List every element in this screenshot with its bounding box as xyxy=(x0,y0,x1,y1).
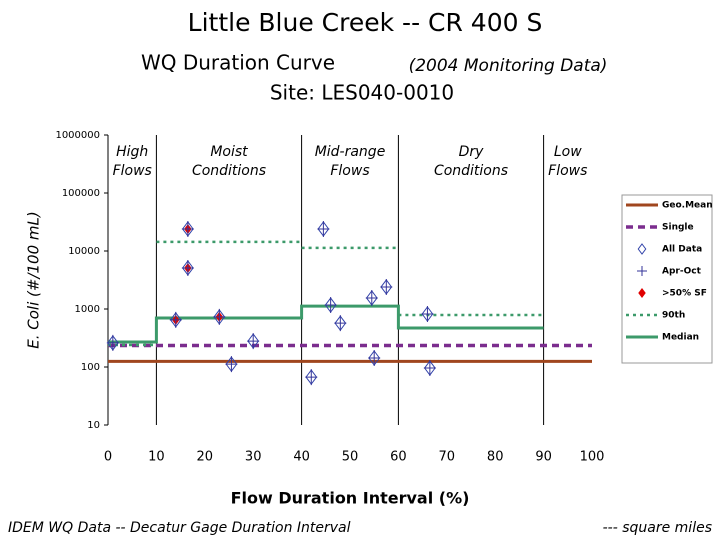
series-line xyxy=(108,304,544,344)
x-tick-label: 50 xyxy=(342,450,359,465)
x-axis-title: Flow Duration Interval (%) xyxy=(231,489,470,508)
data-cross xyxy=(423,360,436,377)
x-tick-label: 30 xyxy=(245,450,262,465)
zone-label: Flows xyxy=(113,163,152,179)
data-cross xyxy=(213,308,226,325)
x-tick-label: 100 xyxy=(580,450,605,465)
legend-label: >50% SF xyxy=(662,289,707,299)
data-cross xyxy=(106,334,119,351)
series-line xyxy=(108,240,544,347)
zone-label: Moist xyxy=(210,144,248,160)
data-cross xyxy=(247,333,260,350)
legend-label: 90th xyxy=(662,311,685,321)
data-cross xyxy=(305,369,318,386)
y-tick-label: 10 xyxy=(87,420,100,431)
footer-right: --- square miles xyxy=(603,520,712,536)
zone-label: Low xyxy=(554,144,582,160)
data-cross xyxy=(181,220,194,237)
y-tick-label: 1000000 xyxy=(55,130,100,141)
legend-symbol xyxy=(637,243,647,255)
legend-label: Median xyxy=(662,333,699,343)
zone-label: Conditions xyxy=(192,163,266,179)
zone-label: Mid-range xyxy=(315,144,386,160)
legend-label: All Data xyxy=(662,245,702,255)
x-tick-label: 20 xyxy=(197,450,214,465)
data-cross xyxy=(365,289,378,306)
legend-symbol xyxy=(637,266,647,276)
y-axis-title: E. Coli (#/100 mL) xyxy=(25,211,43,348)
chart-subtitle: WQ Duration Curve xyxy=(141,51,335,75)
legend-label: Geo.Mean xyxy=(662,201,713,211)
data-cross xyxy=(317,220,330,237)
zone-label: High xyxy=(116,144,148,160)
y-tick-label: 100000 xyxy=(62,188,100,199)
data-cross xyxy=(380,278,393,295)
data-cross xyxy=(181,259,194,276)
legend-label: Apr-Oct xyxy=(662,267,702,277)
legend-box xyxy=(621,194,713,364)
zone-label: Dry xyxy=(459,144,485,160)
data-cross xyxy=(334,315,347,332)
zone-label: Flows xyxy=(548,163,587,179)
legend-label: Single xyxy=(662,223,694,233)
x-tick-label: 0 xyxy=(104,450,112,465)
x-tick-label: 80 xyxy=(487,450,504,465)
data-cross xyxy=(225,356,238,373)
y-tick-label: 10000 xyxy=(68,246,100,257)
data-cross xyxy=(368,349,381,366)
x-tick-label: 60 xyxy=(390,450,407,465)
x-tick-label: 90 xyxy=(535,450,552,465)
data-cross xyxy=(324,297,337,314)
data-cross xyxy=(421,305,434,322)
chart-subtitle-note: (2004 Monitoring Data) xyxy=(409,56,608,76)
legend-symbol xyxy=(638,288,646,298)
zone-label: Flows xyxy=(330,163,369,179)
zone-label: Conditions xyxy=(434,163,508,179)
y-tick-label: 100 xyxy=(81,362,100,373)
x-tick-label: 40 xyxy=(293,450,310,465)
site-label: Site: LES040-0010 xyxy=(270,81,454,105)
chart-title: Little Blue Creek -- CR 400 S xyxy=(188,8,543,37)
x-tick-label: 70 xyxy=(439,450,456,465)
x-tick-label: 10 xyxy=(148,450,165,465)
footer-left: IDEM WQ Data -- Decatur Gage Duration In… xyxy=(8,520,351,536)
data-cross xyxy=(169,311,182,328)
y-tick-label: 1000 xyxy=(75,304,100,315)
